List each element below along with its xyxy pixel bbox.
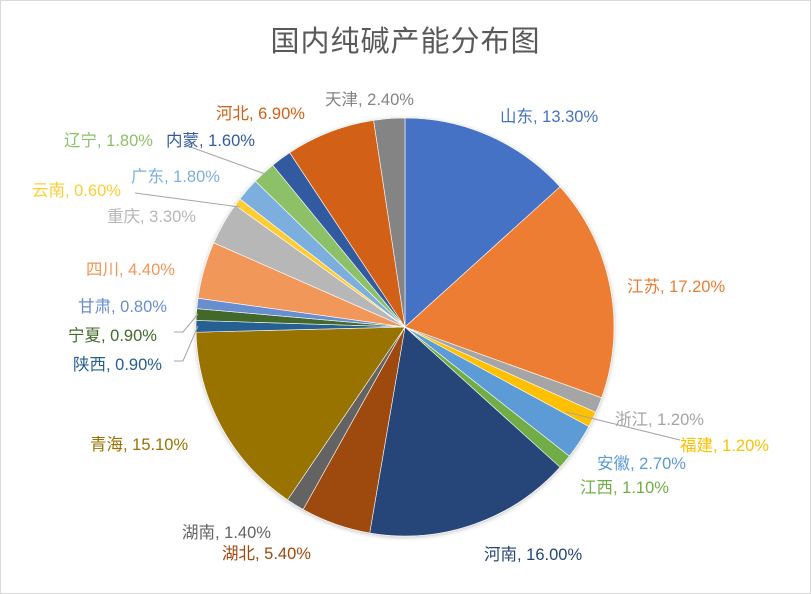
data-label: 江西, 1.10% bbox=[580, 479, 669, 497]
data-label: 湖北, 5.40% bbox=[222, 545, 311, 563]
data-label: 内蒙, 1.60% bbox=[166, 132, 255, 150]
data-label: 安徽, 2.70% bbox=[597, 455, 686, 473]
leader-line bbox=[134, 192, 241, 208]
data-label: 广东, 1.80% bbox=[131, 168, 220, 186]
data-label: 宁夏, 0.90% bbox=[68, 327, 157, 345]
data-label: 福建, 1.20% bbox=[680, 437, 769, 455]
data-label: 湖南, 1.40% bbox=[182, 524, 271, 542]
data-label: 甘肃, 0.80% bbox=[78, 298, 167, 316]
pie-slice-9 bbox=[195, 326, 406, 501]
pie-slice-6 bbox=[369, 326, 561, 537]
pie-slice-1 bbox=[404, 186, 615, 399]
data-label: 天津, 2.40% bbox=[325, 91, 414, 109]
data-label: 重庆, 3.30% bbox=[107, 208, 196, 226]
data-label: 陕西, 0.90% bbox=[73, 356, 162, 374]
pie-slice-20 bbox=[373, 117, 406, 328]
leader-line bbox=[565, 411, 681, 441]
leader-line bbox=[174, 325, 199, 362]
chart-title: 国内纯碱产能分布图 bbox=[270, 24, 541, 58]
pie-slice-0 bbox=[404, 117, 561, 328]
data-label: 河北, 6.90% bbox=[216, 105, 305, 123]
leader-line bbox=[174, 313, 199, 333]
data-label: 辽宁, 1.80% bbox=[64, 132, 153, 150]
data-label: 浙江, 1.20% bbox=[615, 411, 704, 429]
data-label: 河南, 16.00% bbox=[484, 546, 583, 564]
data-label: 青海, 15.10% bbox=[90, 436, 189, 454]
leader-line bbox=[184, 144, 269, 176]
data-label: 江苏, 17.20% bbox=[627, 278, 726, 296]
data-label: 云南, 0.60% bbox=[32, 182, 121, 200]
data-label: 山东, 13.30% bbox=[500, 108, 599, 126]
data-label: 四川, 4.40% bbox=[86, 261, 175, 279]
